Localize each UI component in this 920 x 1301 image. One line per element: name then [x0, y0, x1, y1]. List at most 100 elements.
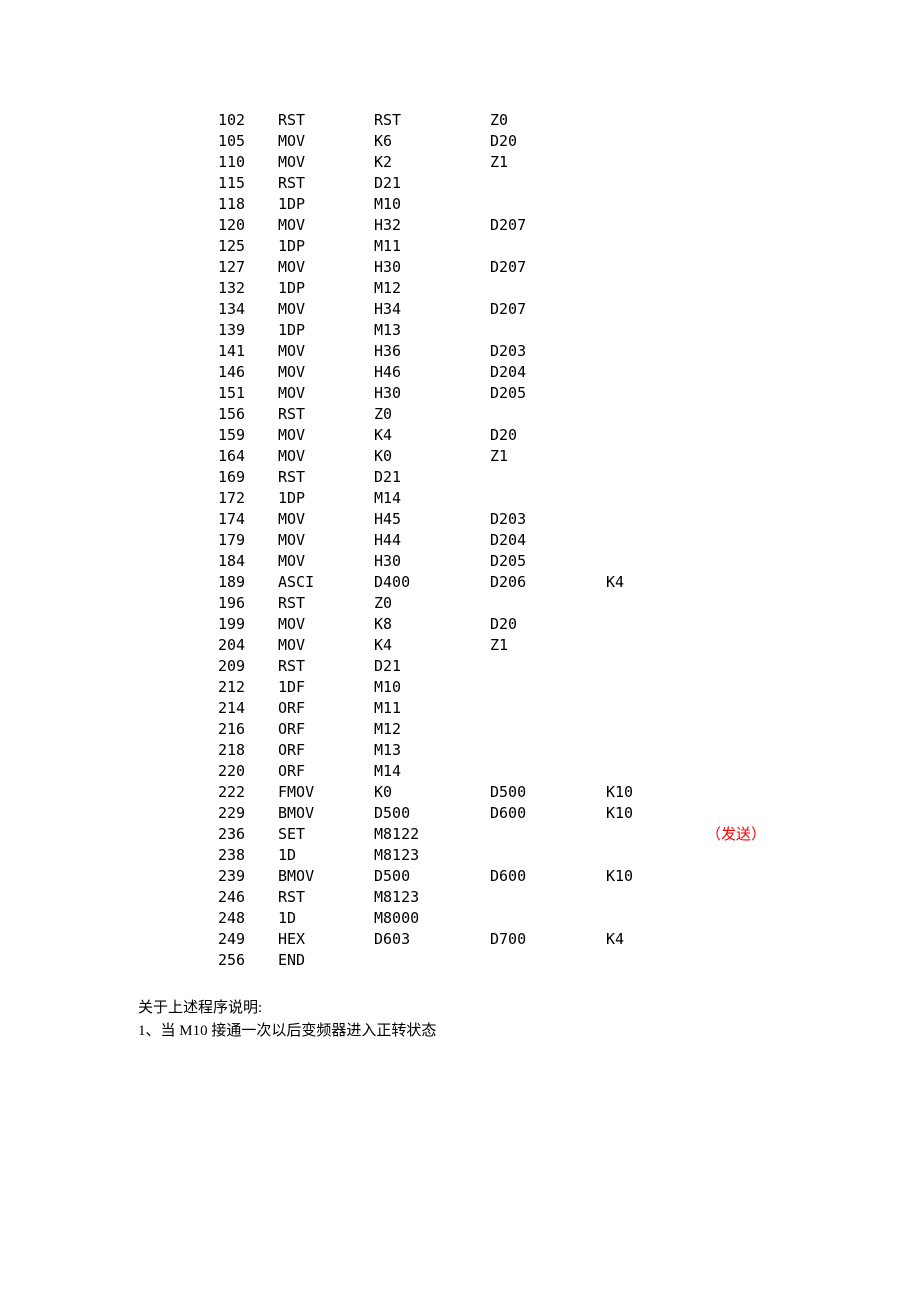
code-a1: Z0: [374, 404, 490, 425]
code-row: 164MOVK0Z1: [218, 446, 920, 467]
code-op: MOV: [278, 635, 374, 656]
code-a2: D207: [490, 299, 606, 320]
code-op: MOV: [278, 341, 374, 362]
code-addr: 102: [218, 110, 278, 131]
code-addr: 139: [218, 320, 278, 341]
code-a2: D205: [490, 383, 606, 404]
code-addr: 246: [218, 887, 278, 908]
code-a1: H45: [374, 509, 490, 530]
code-a1: D21: [374, 467, 490, 488]
code-row: 229BMOVD500D600K10: [218, 803, 920, 824]
code-row: 1251DPM11: [218, 236, 920, 257]
code-addr: 196: [218, 593, 278, 614]
code-row: 110MOVK2Z1: [218, 152, 920, 173]
code-row: 249HEXD603D700K4: [218, 929, 920, 950]
code-row: 209RSTD21: [218, 656, 920, 677]
code-a2: D203: [490, 509, 606, 530]
code-a2: D207: [490, 257, 606, 278]
notes-section: 关于上述程序说明: 1、当 M10 接通一次以后变频器进入正转状态: [138, 997, 920, 1042]
code-addr: 174: [218, 509, 278, 530]
code-addr: 115: [218, 173, 278, 194]
code-addr: 118: [218, 194, 278, 215]
code-op: 1D: [278, 908, 374, 929]
code-addr: 222: [218, 782, 278, 803]
code-op: MOV: [278, 530, 374, 551]
code-addr: 239: [218, 866, 278, 887]
code-row: 236SETM8122 （发送）: [218, 824, 920, 845]
code-a1: M8122: [374, 824, 490, 845]
code-a2: Z0: [490, 110, 606, 131]
code-op: ORF: [278, 719, 374, 740]
code-row: 169RSTD21: [218, 467, 920, 488]
code-addr: 236: [218, 824, 278, 845]
code-addr: 214: [218, 698, 278, 719]
code-addr: 146: [218, 362, 278, 383]
code-row: 2481DM8000: [218, 908, 920, 929]
code-op: MOV: [278, 152, 374, 173]
code-a1: H44: [374, 530, 490, 551]
code-addr: 151: [218, 383, 278, 404]
code-row: 174MOVH45D203: [218, 509, 920, 530]
code-op: RST: [278, 593, 374, 614]
code-addr: 249: [218, 929, 278, 950]
code-a1: M14: [374, 761, 490, 782]
code-row: 218ORFM13: [218, 740, 920, 761]
code-op: 1DP: [278, 488, 374, 509]
code-addr: 256: [218, 950, 278, 971]
code-a1: D500: [374, 866, 490, 887]
code-a3: K10: [606, 866, 706, 887]
code-a1: H30: [374, 257, 490, 278]
document-page: 102RSTRSTZ0105MOVK6D20110MOVK2Z1115RSTD2…: [0, 0, 920, 1042]
code-addr: 127: [218, 257, 278, 278]
code-row: 141MOVH36D203: [218, 341, 920, 362]
code-row: 134MOVH34D207: [218, 299, 920, 320]
plc-code-listing: 102RSTRSTZ0105MOVK6D20110MOVK2Z1115RSTD2…: [218, 110, 920, 971]
code-a1: D400: [374, 572, 490, 593]
code-addr: 179: [218, 530, 278, 551]
code-row: 151MOVH30D205: [218, 383, 920, 404]
code-a3: K4: [606, 929, 706, 950]
code-a1: M13: [374, 320, 490, 341]
code-row: 102RSTRSTZ0: [218, 110, 920, 131]
code-row: 239BMOVD500D600K10: [218, 866, 920, 887]
code-addr: 229: [218, 803, 278, 824]
code-a2: D203: [490, 341, 606, 362]
code-op: MOV: [278, 215, 374, 236]
code-a1: M12: [374, 278, 490, 299]
code-addr: 164: [218, 446, 278, 467]
code-op: RST: [278, 404, 374, 425]
code-a2: D205: [490, 551, 606, 572]
code-a2: Z1: [490, 446, 606, 467]
code-a3: K4: [606, 572, 706, 593]
code-op: ORF: [278, 761, 374, 782]
code-op: SET: [278, 824, 374, 845]
code-op: ORF: [278, 740, 374, 761]
code-addr: 199: [218, 614, 278, 635]
code-op: ASCI: [278, 572, 374, 593]
code-row: 159MOVK4D20: [218, 425, 920, 446]
code-a1: K8: [374, 614, 490, 635]
code-op: END: [278, 950, 374, 971]
code-addr: 216: [218, 719, 278, 740]
code-op: RST: [278, 110, 374, 131]
code-row: 1321DPM12: [218, 278, 920, 299]
code-a1: M8123: [374, 887, 490, 908]
code-addr: 238: [218, 845, 278, 866]
code-a1: M8000: [374, 908, 490, 929]
code-a1: K4: [374, 425, 490, 446]
code-row: 189ASCID400D206K4: [218, 572, 920, 593]
code-comment: （发送）: [706, 824, 766, 845]
code-op: MOV: [278, 383, 374, 404]
code-addr: 209: [218, 656, 278, 677]
code-a1: M13: [374, 740, 490, 761]
code-a1: D500: [374, 803, 490, 824]
code-a2: D500: [490, 782, 606, 803]
code-a1: M8123: [374, 845, 490, 866]
code-row: 156RSTZ0: [218, 404, 920, 425]
code-op: ORF: [278, 698, 374, 719]
code-a1: M14: [374, 488, 490, 509]
code-op: MOV: [278, 425, 374, 446]
code-a1: M10: [374, 677, 490, 698]
code-a2: D207: [490, 215, 606, 236]
code-row: 214ORFM11: [218, 698, 920, 719]
